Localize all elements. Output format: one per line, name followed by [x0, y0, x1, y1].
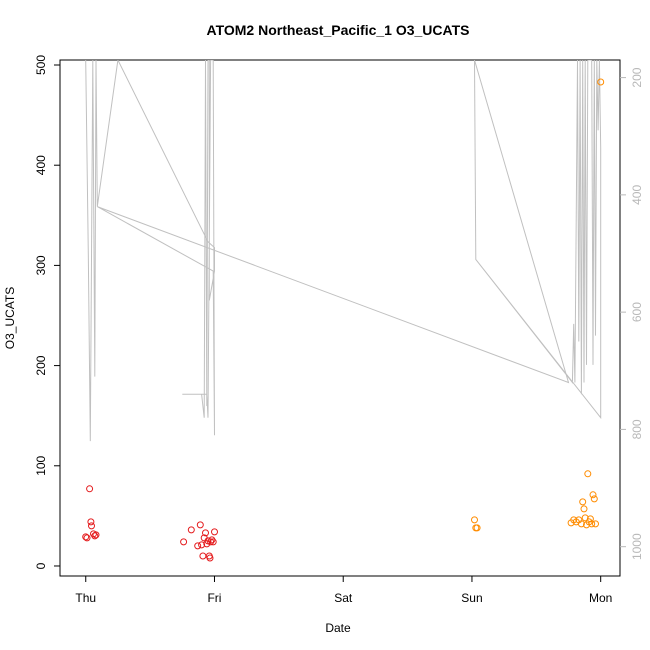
data-point [194, 542, 202, 550]
data-point [207, 538, 215, 546]
data-point [581, 514, 589, 522]
right-y-tick-label: 400 [630, 185, 644, 205]
data-point [83, 534, 91, 542]
x-tick-label: Fri [207, 591, 221, 605]
data-point [208, 536, 216, 544]
data-point [206, 554, 214, 562]
x-axis-label: Date [325, 621, 351, 635]
data-point [580, 505, 588, 513]
data-point [198, 541, 206, 549]
data-point [87, 518, 95, 526]
y-axis: 0 100 200 300 400 500 [34, 55, 60, 569]
data-point [92, 531, 100, 539]
pressure-line-layer [85, 60, 602, 442]
y-tick-label: 300 [34, 255, 48, 275]
data-point [82, 533, 90, 541]
data-point [471, 516, 478, 524]
plot-frame [59, 59, 621, 577]
data-point [579, 498, 587, 506]
data-points-layer [82, 78, 605, 562]
data-point [187, 526, 195, 534]
data-point [589, 491, 597, 499]
x-tick-label: Mon [589, 591, 612, 605]
data-point [91, 532, 99, 540]
data-point [584, 470, 592, 478]
data-point [211, 528, 218, 536]
right-y-tick-label: 600 [630, 302, 644, 322]
right-y-tick-label: 200 [630, 67, 644, 87]
pressure-line [85, 60, 602, 442]
y-tick-label: 0 [34, 562, 48, 569]
chart-title: ATOM2 Northeast_Pacific_1 O3_UCATS [207, 22, 470, 38]
data-point [597, 78, 605, 86]
data-point [196, 521, 204, 529]
y-tick-label: 100 [34, 455, 48, 475]
x-tick-label: Sat [334, 591, 353, 605]
data-point [199, 552, 207, 560]
right-y-tick-label: 1000 [630, 533, 644, 560]
data-point [202, 529, 209, 537]
data-point [590, 495, 598, 503]
x-tick-label: Sun [461, 591, 482, 605]
y-tick-label: 500 [34, 55, 48, 75]
data-point [88, 522, 95, 530]
x-tick-label: Thu [75, 591, 96, 605]
data-point [180, 538, 188, 546]
x-axis: Thu Fri Sat Sun Mon [75, 575, 612, 605]
right-y-tick-label: 800 [630, 419, 644, 439]
data-point [577, 520, 585, 528]
y-tick-label: 200 [34, 355, 48, 375]
y-axis-label: O3_UCATS [3, 287, 17, 349]
data-point [586, 515, 594, 523]
data-point [473, 524, 481, 532]
data-point [86, 485, 94, 493]
right-y-axis: 200 400 600 800 1000 [620, 67, 644, 560]
data-point [592, 520, 599, 528]
data-point [209, 538, 217, 546]
y-tick-label: 400 [34, 155, 48, 175]
data-point [588, 520, 596, 528]
